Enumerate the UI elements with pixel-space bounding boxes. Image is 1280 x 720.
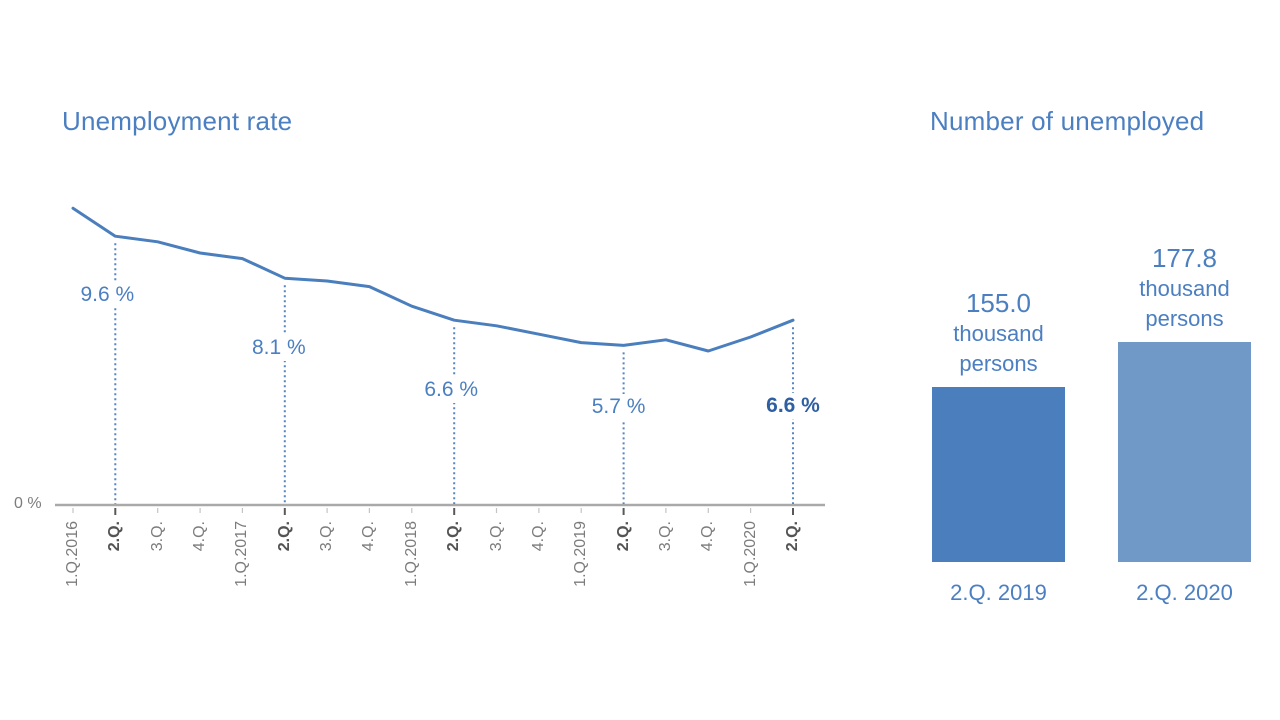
x-axis-label: 2.Q. xyxy=(275,521,293,552)
line-chart-plot xyxy=(55,206,825,515)
annotation-label: 9.6 % xyxy=(75,282,140,309)
x-axis-label: 4.Q. xyxy=(191,521,209,552)
x-axis-label: 4.Q. xyxy=(699,521,717,552)
bar xyxy=(932,387,1065,562)
bar-value-number: 177.8 xyxy=(1151,243,1218,273)
bar xyxy=(1118,342,1251,562)
x-axis-label: 1.Q.2018 xyxy=(402,521,420,587)
annotation-label: 6.6 % xyxy=(761,393,825,420)
x-axis-label: 3.Q. xyxy=(148,521,166,552)
x-axis-label: 2.Q. xyxy=(784,521,801,552)
line-chart-labels: 0 % 1.Q.2016 2.Q. 3.Q. 4.Q. 1.Q.2017 2.Q. 3.Q. 4… xyxy=(14,282,825,587)
bar-value-unit: thousand xyxy=(953,321,1044,346)
annotation-label: 6.6 % xyxy=(419,377,484,404)
x-axis-label: 1.Q.2017 xyxy=(233,521,251,587)
annotation-label: 8.1 % xyxy=(246,335,311,362)
bar-column: 177.8 thousand persons 2.Q. 2020 xyxy=(1088,150,1280,606)
bar-value-unit: persons xyxy=(1145,306,1224,331)
annotation-label: 5.7 % xyxy=(586,394,651,421)
x-axis-label: 2.Q. xyxy=(614,521,632,552)
x-axis-label: 2.Q. xyxy=(445,521,463,552)
bar-value-label: 155.0 thousand persons xyxy=(953,287,1044,379)
x-axis-label: 3.Q. xyxy=(487,521,505,552)
bar-value-label: 177.8 thousand persons xyxy=(1139,242,1230,334)
line-chart-title: Unemployment rate xyxy=(62,106,293,136)
bar-value-number: 155.0 xyxy=(965,288,1032,318)
bar-column: 155.0 thousand persons 2.Q. 2019 xyxy=(902,150,1095,606)
bar-value-unit: persons xyxy=(959,351,1038,376)
bar-category-label: 2.Q. 2020 xyxy=(1136,580,1233,605)
bar-chart-plot: 155.0 thousand persons 2.Q. 2019 177.8 thousa… xyxy=(880,0,1280,720)
x-axis-label: 1.Q.2016 xyxy=(64,521,81,587)
y-axis-zero-label: 0 % xyxy=(14,495,42,512)
unemployment-rate-line xyxy=(71,206,795,353)
x-axis-label: 1.Q.2020 xyxy=(741,521,759,587)
x-axis-label: 4.Q. xyxy=(529,521,547,552)
x-axis-label: 3.Q. xyxy=(656,521,674,552)
bar-value-unit: thousand xyxy=(1139,276,1230,301)
x-axis-label: 3.Q. xyxy=(318,521,336,552)
x-axis-label: 4.Q. xyxy=(360,521,378,552)
bar-category-label: 2.Q. 2019 xyxy=(950,580,1047,605)
bar-chart-title: Number of unemployed xyxy=(930,106,1205,136)
x-axis-label: 2.Q. xyxy=(106,521,124,552)
x-axis-label: 1.Q.2019 xyxy=(572,521,590,587)
